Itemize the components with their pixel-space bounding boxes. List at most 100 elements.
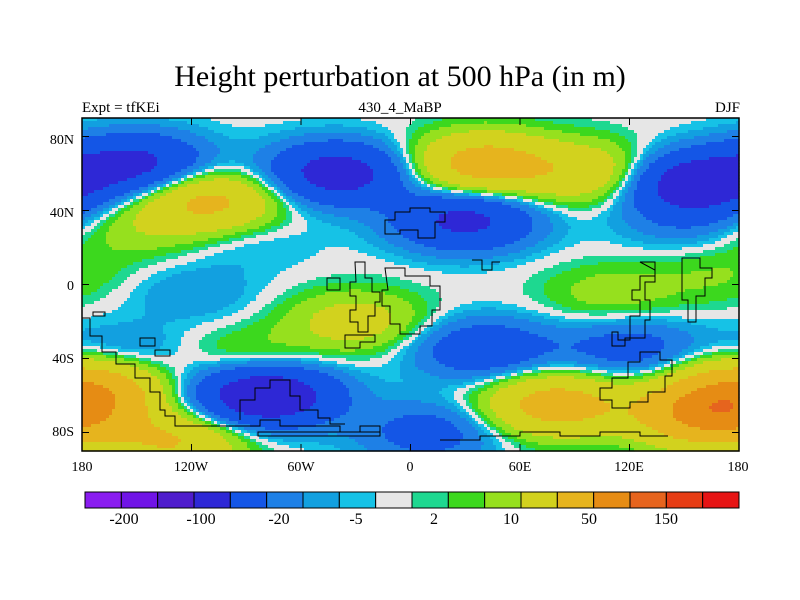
contour-cell: [196, 196, 227, 200]
contour-cell: [517, 196, 524, 200]
contour-cell: [529, 214, 548, 218]
contour-cell: [427, 166, 452, 170]
contour-cell: [214, 178, 230, 182]
contour-cell: [406, 325, 416, 329]
contour-cell: [82, 337, 167, 341]
contour-cell: [526, 280, 548, 284]
contour-cell: [238, 379, 299, 383]
contour-cell: [280, 190, 284, 194]
contour-cell: [106, 295, 131, 299]
contour-cell: [334, 376, 356, 380]
contour-cell: [577, 361, 659, 365]
contour-cell: [280, 415, 341, 419]
contour-cell: [439, 340, 554, 344]
contour-cell: [184, 394, 188, 398]
contour-cell: [226, 430, 233, 434]
contour-cell: [265, 172, 275, 176]
contour-cell: [388, 283, 422, 287]
contour-cell: [415, 184, 422, 188]
contour-cell: [490, 418, 503, 422]
contour-cell: [400, 343, 410, 347]
contour-cell: [412, 175, 416, 179]
contour-cell: [643, 157, 647, 161]
contour-cell: [505, 430, 524, 434]
contour-cell: [397, 154, 404, 158]
contour-cell: [520, 238, 545, 242]
contour-cell: [553, 208, 569, 212]
contour-cell: [244, 292, 260, 296]
contour-cell: [403, 247, 437, 251]
contour-cell: [658, 133, 677, 137]
contour-cell: [385, 424, 455, 428]
contour-cell: [82, 322, 119, 326]
contour-cell: [232, 430, 236, 434]
contour-cell: [112, 310, 146, 314]
contour-cell: [271, 178, 281, 182]
contour-cell: [244, 433, 251, 437]
contour-cell: [391, 139, 398, 143]
contour-cell: [439, 217, 491, 221]
colorbar-swatch: [120, 491, 159, 509]
contour-cell: [637, 208, 740, 212]
contour-cell: [82, 217, 86, 221]
contour-cell: [532, 199, 539, 203]
contour-cell: [289, 199, 296, 203]
contour-cell: [622, 169, 629, 173]
contour-cell: [220, 433, 233, 437]
contour-cell: [499, 379, 509, 383]
contour-cell: [229, 205, 266, 209]
contour-cell: [277, 322, 311, 326]
contour-cell: [250, 301, 272, 305]
contour-cell: [316, 400, 353, 404]
contour-cell: [88, 193, 125, 197]
contour-cell: [490, 403, 521, 407]
contour-cell: [610, 175, 620, 179]
contour-cell: [505, 130, 563, 134]
contour-cell: [82, 409, 113, 413]
contour-cell: [148, 292, 245, 296]
contour-cell: [511, 442, 521, 446]
contour-cell: [442, 394, 455, 398]
contour-cell: [418, 139, 437, 143]
contour-cell: [442, 325, 473, 329]
colorbar-swatch: [593, 491, 631, 509]
contour-cell: [385, 214, 440, 218]
contour-cell: [625, 196, 635, 200]
contour-cell: [193, 409, 197, 413]
contour-cell: [214, 169, 242, 173]
contour-cell: [499, 262, 527, 266]
contour-cell: [475, 409, 482, 413]
contour-cell: [406, 172, 410, 176]
contour-cell: [313, 313, 392, 317]
contour-cell: [664, 130, 689, 134]
contour-cell: [433, 352, 545, 356]
contour-cell: [82, 169, 152, 173]
contour-cell: [403, 235, 527, 239]
contour-cell: [574, 283, 719, 287]
contour-cell: [712, 403, 734, 407]
contour-cell: [628, 187, 638, 191]
contour-cell: [613, 202, 617, 206]
contour-cell: [406, 349, 419, 353]
contour-cell: [415, 178, 419, 182]
contour-cell: [226, 334, 269, 338]
contour-cell: [430, 178, 440, 182]
contour-cell: [586, 373, 602, 377]
contour-cell: [223, 436, 239, 440]
contour-cell: [694, 349, 704, 353]
contour-cell: [472, 406, 479, 410]
contour-cell: [658, 157, 710, 161]
contour-cell: [214, 157, 254, 161]
contour-cell: [397, 145, 401, 149]
contour-cell: [415, 160, 425, 164]
contour-cell: [493, 421, 506, 425]
contour-cell: [478, 394, 494, 398]
contour-cell: [469, 397, 479, 401]
contour-cell: [142, 280, 161, 284]
contour-cell: [193, 175, 197, 179]
contour-cell: [262, 415, 281, 419]
contour-cell: [280, 151, 386, 155]
contour-cell: [325, 247, 350, 251]
contour-cell: [622, 244, 704, 248]
contour-cell: [538, 301, 557, 305]
